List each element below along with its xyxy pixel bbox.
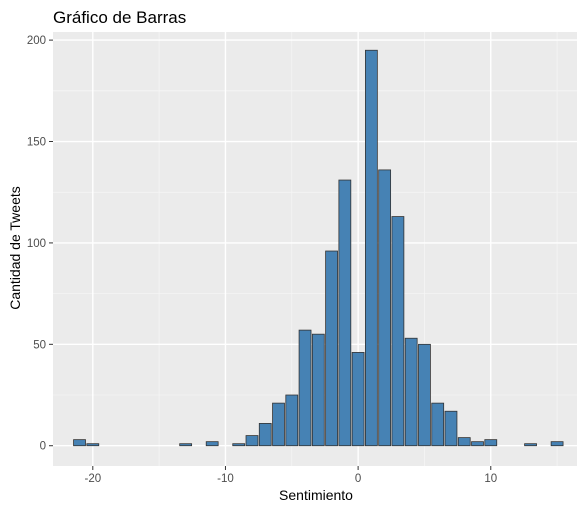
bar [404, 337, 418, 447]
x-axis: -20 -10 0 10 [84, 466, 497, 485]
bar [338, 179, 352, 447]
y-axis-title: Cantidad de Tweets [7, 186, 23, 310]
y-tick-label: 150 [27, 137, 46, 149]
bar [285, 394, 299, 447]
x-tick-label: -20 [84, 473, 101, 485]
bar [524, 443, 537, 447]
bar [444, 410, 458, 447]
bar [179, 443, 193, 447]
x-tick-label: -10 [217, 473, 234, 485]
bar [272, 402, 285, 447]
bar [391, 216, 405, 447]
y-axis: 0 50 100 150 200 [27, 35, 53, 453]
bar [325, 250, 338, 447]
y-tick-label: 50 [33, 339, 46, 351]
bar [418, 343, 431, 447]
y-tick-label: 0 [40, 441, 46, 453]
bar [232, 443, 246, 447]
bar [258, 423, 272, 447]
bars [73, 49, 564, 447]
x-tick-label: 10 [484, 473, 497, 485]
bar [378, 169, 392, 447]
bar [484, 439, 498, 447]
bar [365, 49, 378, 447]
bar [457, 437, 471, 447]
bar [73, 439, 86, 447]
grid-minor [53, 32, 577, 466]
bar [86, 443, 100, 447]
bar [550, 441, 564, 447]
bar [298, 329, 312, 447]
bar [351, 352, 365, 447]
chart-title: Gráfico de Barras [53, 8, 186, 27]
y-tick-label: 100 [27, 238, 46, 250]
x-axis-title: Sentimiento [279, 487, 353, 503]
x-tick-label: 0 [355, 473, 361, 485]
bar [311, 333, 325, 447]
bar [245, 435, 259, 447]
bar [431, 402, 445, 447]
y-tick-label: 200 [27, 35, 46, 47]
bar [205, 441, 219, 447]
bar [471, 441, 484, 447]
